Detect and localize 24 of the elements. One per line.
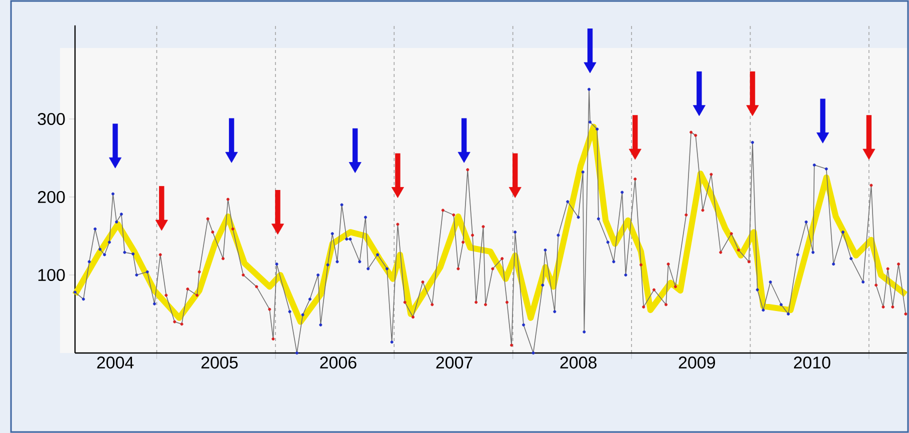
- point: [108, 157, 122, 168]
- point: [508, 187, 522, 198]
- x-tick-label: 2006: [320, 356, 356, 369]
- x-tick-label: 2009: [678, 356, 716, 369]
- point: [271, 224, 284, 235]
- point: [692, 105, 706, 116]
- point: [225, 152, 238, 163]
- x-tick-label: 2007: [436, 356, 472, 369]
- point: [816, 132, 830, 144]
- x-tick-label: 2005: [201, 356, 238, 369]
- y-tick-label: 200: [38, 190, 65, 204]
- x-tick-label: 2008: [560, 356, 597, 369]
- point: [746, 105, 759, 116]
- x-tick-label: 2004: [97, 356, 134, 369]
- point: [584, 62, 596, 74]
- point: [391, 187, 404, 198]
- y-tick-label: 100: [38, 268, 65, 282]
- point: [628, 148, 642, 160]
- point: [348, 162, 362, 173]
- point: [862, 148, 876, 160]
- point: [458, 152, 470, 163]
- point: [155, 220, 168, 231]
- x-tick-label: 2010: [794, 356, 830, 369]
- y-tick-label: 300: [38, 112, 65, 126]
